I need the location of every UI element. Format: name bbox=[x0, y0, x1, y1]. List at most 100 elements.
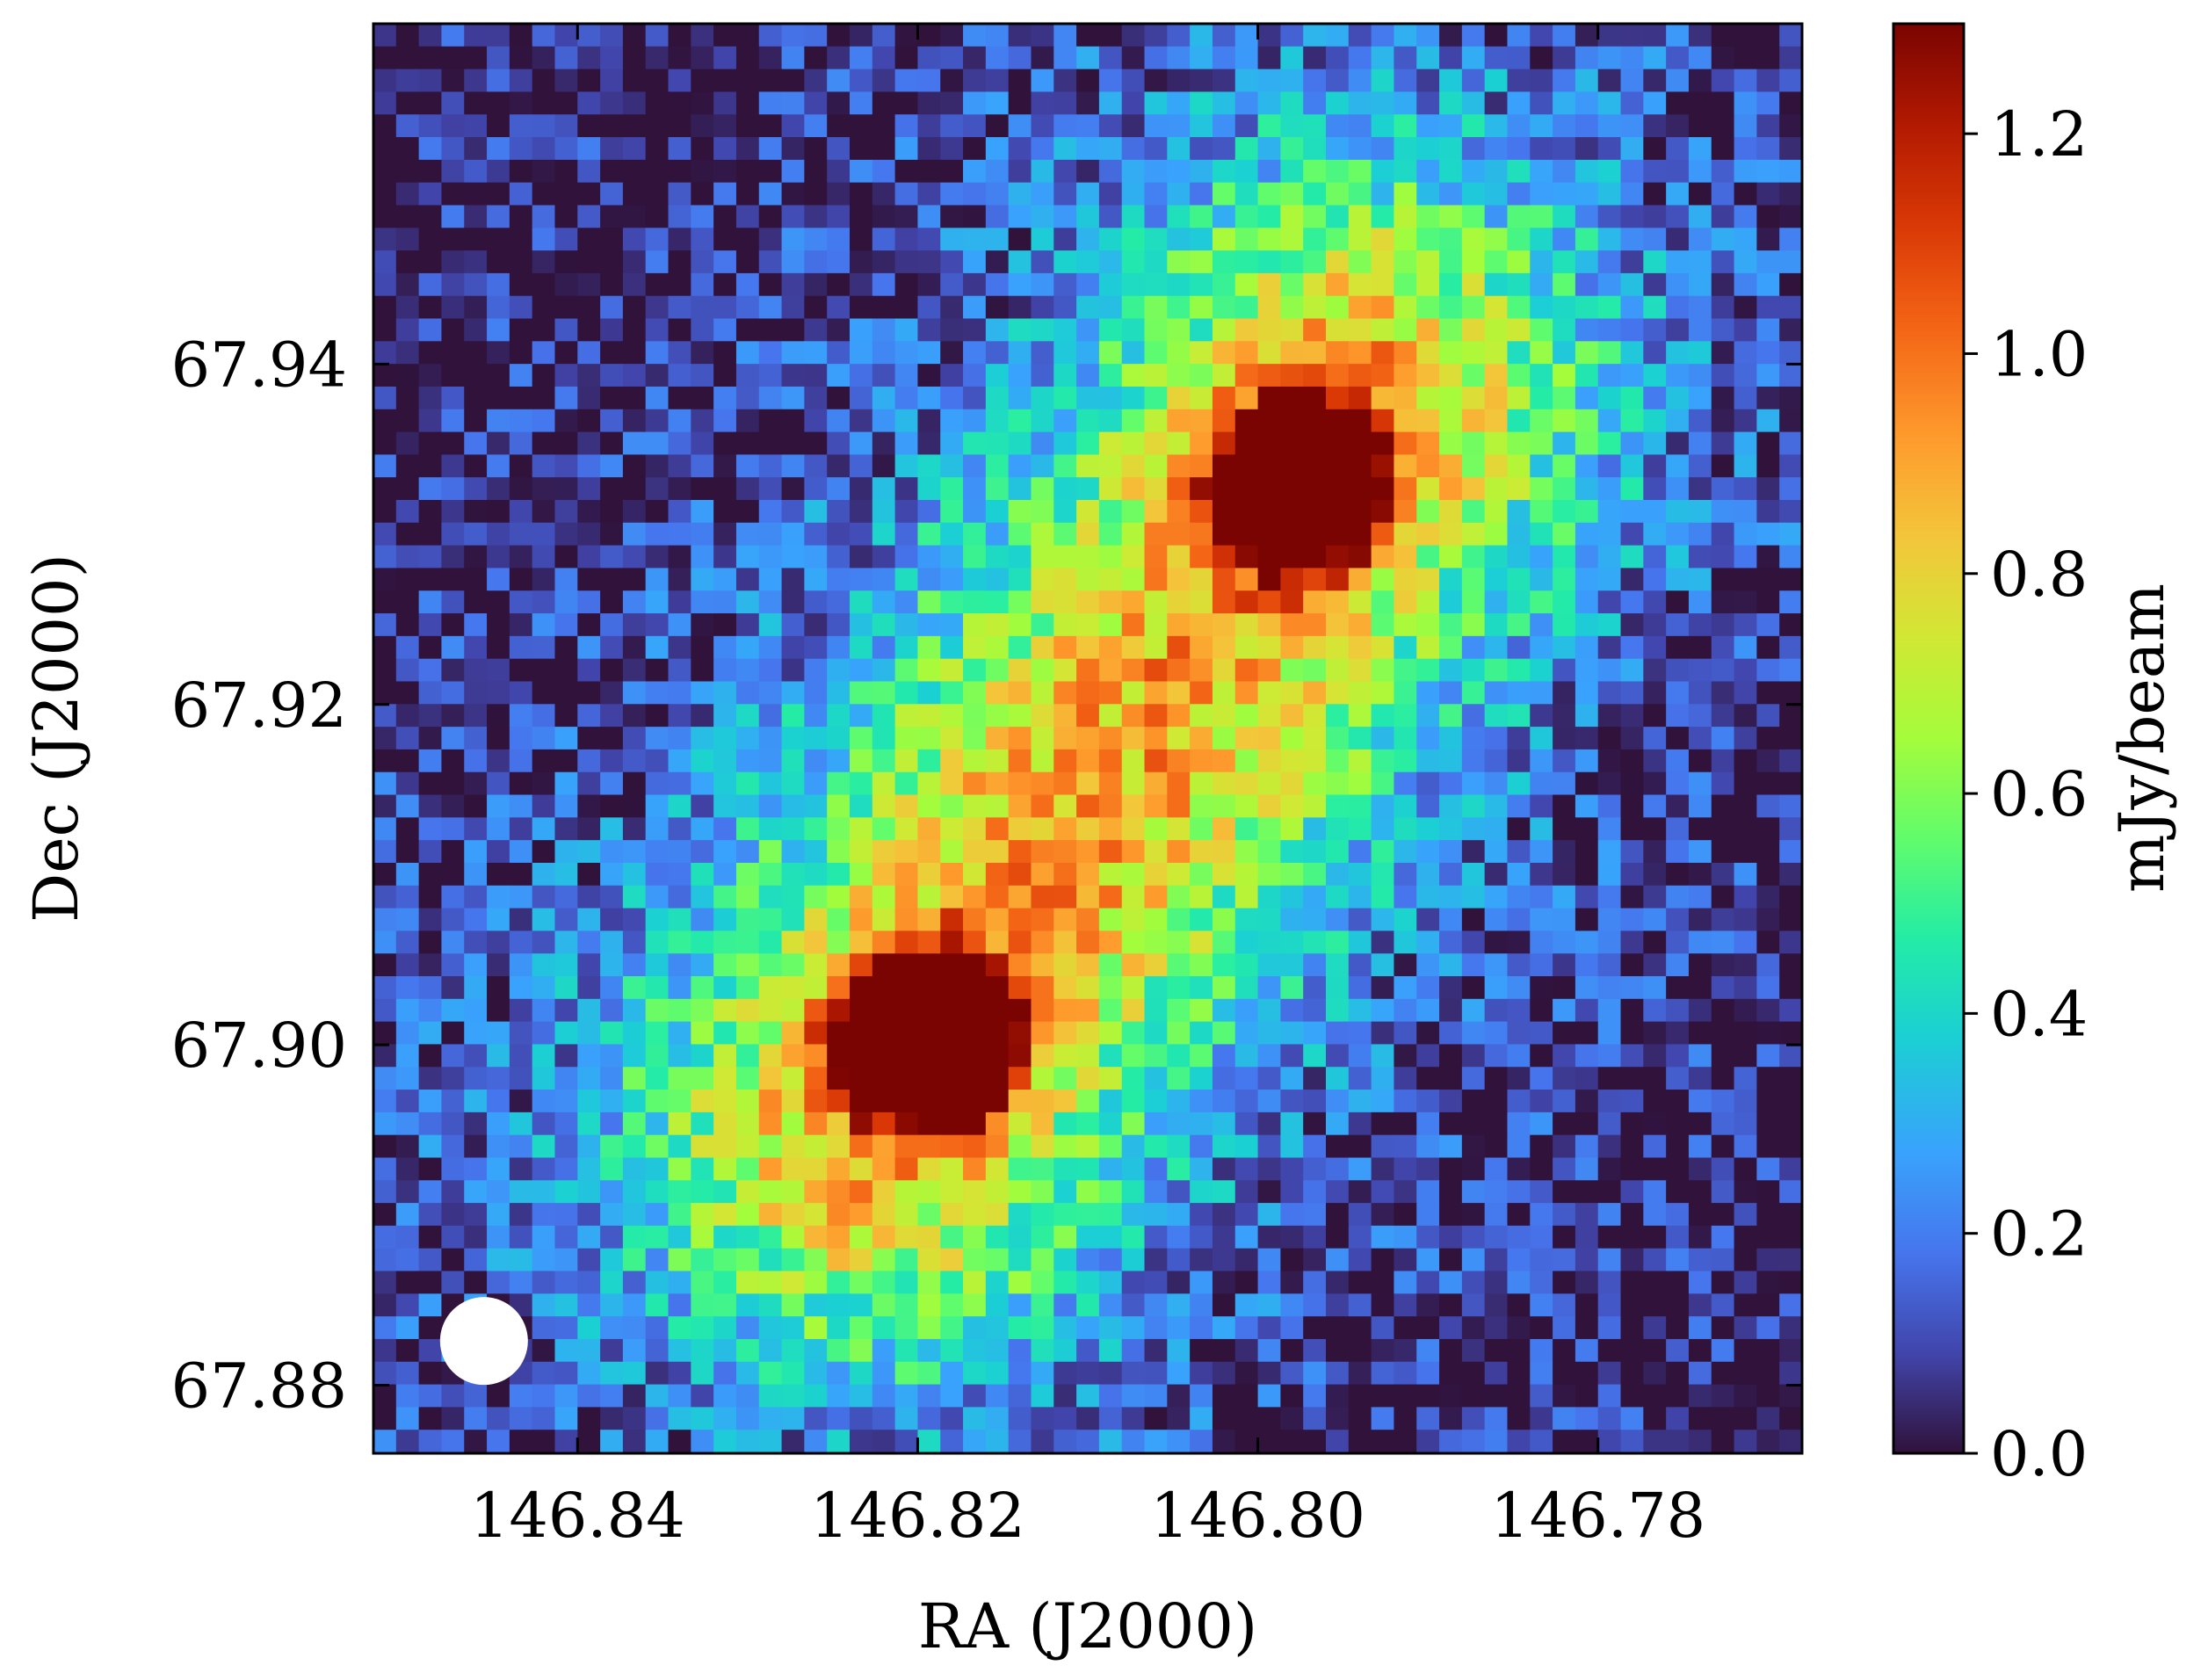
flux-pixel bbox=[668, 704, 691, 728]
flux-pixel bbox=[373, 454, 397, 478]
flux-pixel bbox=[985, 1067, 1010, 1090]
flux-pixel bbox=[1575, 998, 1599, 1023]
flux-pixel bbox=[1280, 1090, 1304, 1113]
flux-pixel bbox=[735, 431, 760, 455]
flux-pixel bbox=[645, 681, 670, 705]
flux-pixel bbox=[691, 613, 714, 637]
flux-pixel bbox=[441, 159, 465, 184]
flux-pixel bbox=[850, 794, 873, 818]
flux-pixel bbox=[1167, 749, 1191, 773]
flux-pixel bbox=[1416, 114, 1440, 138]
flux-pixel bbox=[554, 749, 578, 773]
flux-pixel bbox=[804, 794, 828, 818]
flux-pixel bbox=[554, 1112, 578, 1136]
flux-pixel bbox=[1280, 182, 1304, 206]
flux-pixel bbox=[1484, 228, 1509, 251]
flux-pixel bbox=[1439, 817, 1463, 841]
flux-pixel bbox=[1484, 477, 1509, 501]
flux-pixel bbox=[418, 568, 443, 591]
flux-pixel bbox=[917, 91, 941, 115]
flux-pixel bbox=[645, 318, 670, 342]
flux-pixel bbox=[872, 1361, 896, 1386]
flux-pixel bbox=[577, 500, 601, 524]
flux-pixel bbox=[827, 613, 851, 637]
flux-pixel bbox=[1711, 1225, 1735, 1249]
flux-pixel bbox=[985, 590, 1010, 614]
flux-pixel bbox=[1643, 1293, 1667, 1317]
flux-pixel bbox=[1212, 295, 1236, 320]
flux-pixel bbox=[1507, 295, 1531, 320]
flux-pixel bbox=[1121, 635, 1146, 660]
flux-pixel bbox=[1553, 1090, 1576, 1113]
flux-pixel bbox=[1597, 1134, 1622, 1159]
flux-pixel bbox=[1371, 364, 1395, 387]
flux-pixel bbox=[668, 727, 691, 750]
flux-pixel bbox=[554, 69, 578, 93]
flux-pixel bbox=[917, 931, 941, 954]
flux-pixel bbox=[1257, 250, 1281, 274]
flux-pixel bbox=[1348, 998, 1372, 1023]
flux-pixel bbox=[1507, 727, 1531, 750]
flux-pixel bbox=[917, 1021, 941, 1046]
flux-pixel bbox=[872, 295, 896, 320]
flux-pixel bbox=[1031, 1090, 1054, 1113]
flux-pixel bbox=[418, 931, 443, 954]
flux-pixel bbox=[804, 817, 828, 841]
flux-pixel bbox=[894, 998, 919, 1023]
flux-pixel bbox=[1484, 1112, 1509, 1136]
flux-pixel bbox=[691, 46, 714, 70]
flux-pixel bbox=[487, 272, 510, 297]
flux-pixel bbox=[1643, 91, 1667, 115]
flux-pixel bbox=[1484, 704, 1509, 728]
flux-pixel bbox=[1348, 749, 1372, 773]
flux-pixel bbox=[1167, 771, 1191, 796]
flux-pixel bbox=[554, 1180, 578, 1204]
flux-pixel bbox=[894, 568, 919, 591]
flux-pixel bbox=[713, 69, 737, 93]
flux-pixel bbox=[850, 272, 873, 297]
flux-pixel bbox=[532, 500, 556, 524]
flux-pixel bbox=[1371, 477, 1395, 501]
flux-pixel bbox=[532, 205, 556, 228]
flux-pixel bbox=[1098, 24, 1123, 47]
flux-pixel bbox=[1076, 727, 1100, 750]
flux-pixel bbox=[850, 341, 873, 365]
flux-pixel bbox=[645, 704, 670, 728]
flux-pixel bbox=[1234, 1134, 1259, 1159]
flux-pixel bbox=[691, 1157, 714, 1181]
flux-pixel bbox=[1167, 1361, 1191, 1386]
flux-pixel bbox=[1439, 1407, 1463, 1430]
flux-pixel bbox=[577, 545, 601, 569]
flux-pixel bbox=[1053, 182, 1077, 206]
flux-pixel bbox=[1643, 500, 1667, 524]
flux-pixel bbox=[1530, 91, 1553, 115]
flux-pixel bbox=[668, 1248, 691, 1272]
flux-pixel bbox=[1507, 1180, 1531, 1204]
flux-pixel bbox=[1121, 1203, 1146, 1227]
flux-pixel bbox=[1553, 771, 1576, 796]
flux-pixel bbox=[373, 205, 397, 228]
flux-pixel bbox=[781, 953, 805, 977]
flux-pixel bbox=[645, 545, 670, 569]
flux-pixel bbox=[1530, 931, 1553, 954]
flux-pixel bbox=[1280, 590, 1304, 614]
flux-pixel bbox=[1553, 409, 1576, 433]
flux-pixel bbox=[1326, 1067, 1350, 1090]
flux-pixel bbox=[441, 295, 465, 320]
flux-pixel bbox=[487, 1430, 510, 1453]
flux-pixel bbox=[1326, 137, 1350, 161]
flux-pixel bbox=[1779, 976, 1802, 1000]
flux-pixel bbox=[1711, 1203, 1735, 1227]
flux-pixel bbox=[1348, 862, 1372, 887]
flux-pixel bbox=[781, 931, 805, 954]
flux-pixel bbox=[1484, 658, 1509, 683]
flux-pixel bbox=[850, 91, 873, 115]
flux-pixel bbox=[441, 431, 465, 455]
flux-pixel bbox=[487, 114, 510, 138]
flux-pixel bbox=[1348, 1271, 1372, 1294]
flux-pixel bbox=[1348, 182, 1372, 206]
flux-pixel bbox=[395, 840, 420, 864]
flux-pixel bbox=[1098, 976, 1123, 1000]
flux-pixel bbox=[1530, 840, 1553, 864]
flux-pixel bbox=[441, 953, 465, 977]
